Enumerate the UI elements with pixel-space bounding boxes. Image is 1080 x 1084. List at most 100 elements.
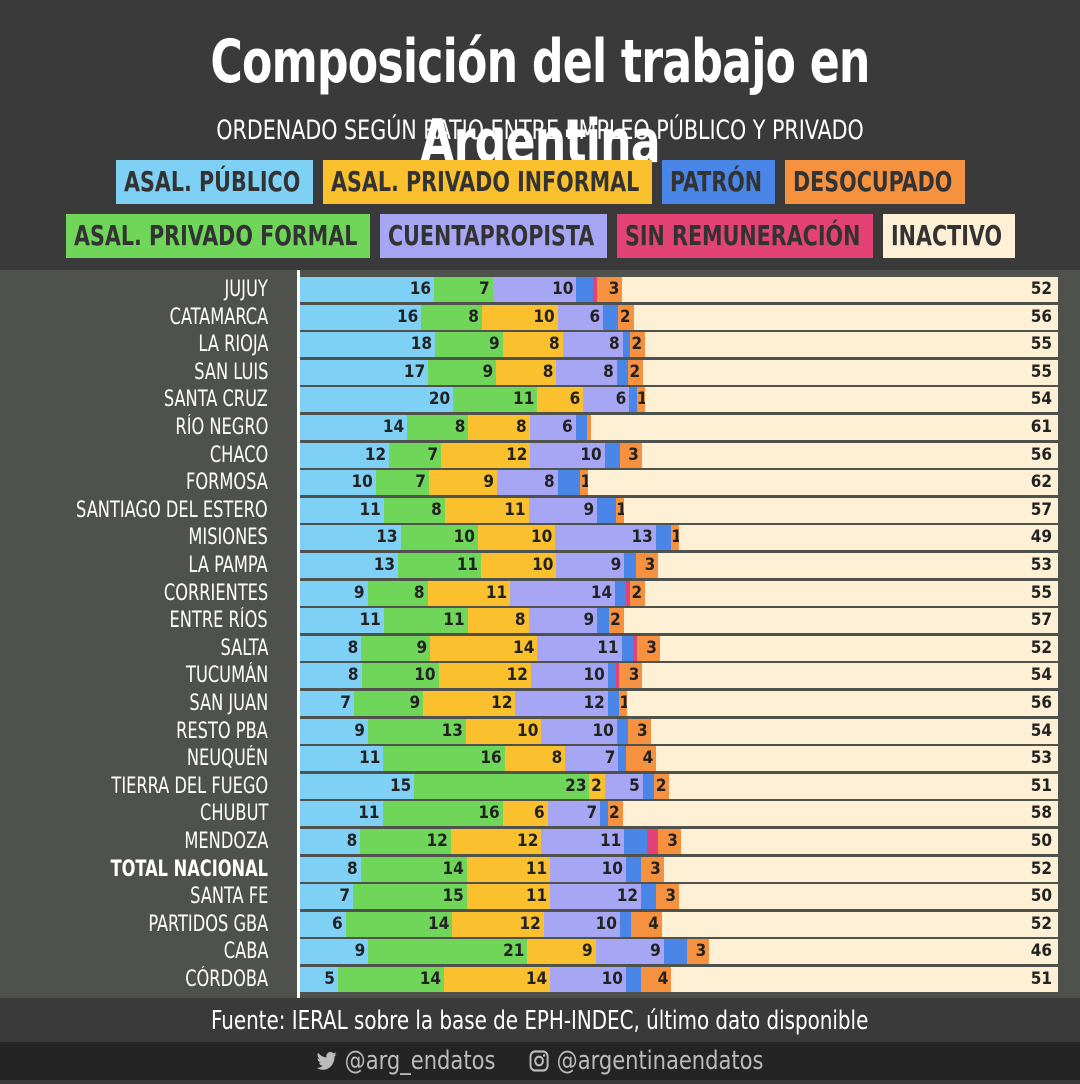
- data-label: 9: [583, 610, 595, 631]
- bar-segment: [300, 801, 383, 827]
- bar-segment: [481, 304, 558, 330]
- bar-segment: [300, 553, 399, 578]
- bar-segment: [300, 470, 376, 496]
- bar-segment: [663, 939, 687, 965]
- data-label: 52: [1030, 858, 1052, 879]
- row-label: PARTIDOS GBA: [0, 911, 268, 938]
- data-label: 57: [1030, 610, 1052, 631]
- bar-segment: [642, 773, 655, 799]
- row-label-text: SANTA CRUZ: [164, 387, 268, 413]
- bar-segment: [633, 635, 637, 661]
- bar-segment: [300, 746, 384, 772]
- bar-segment: [628, 718, 651, 744]
- data-label: 50: [1030, 831, 1052, 851]
- row-label: RÍO NEGRO: [0, 414, 268, 441]
- data-label: 3: [695, 941, 707, 962]
- bar-segment: [643, 359, 1058, 385]
- data-label: 11: [359, 748, 381, 769]
- twitter-link[interactable]: @arg_endatos: [316, 1042, 496, 1080]
- data-label: 53: [1030, 748, 1052, 769]
- row-label-text: RESTO PBA: [176, 718, 268, 744]
- row-label: SANTIAGO DEL ESTERO: [0, 497, 268, 524]
- bar-segment: [593, 277, 598, 302]
- data-label: 52: [1030, 637, 1052, 658]
- bar-segment: [452, 911, 544, 937]
- data-label: 52: [1030, 279, 1052, 299]
- row-label: CORRIENTES: [0, 580, 268, 607]
- row-label-text: FORMOSA: [186, 470, 268, 496]
- bar-segment: [589, 773, 605, 799]
- bar-segment: [300, 304, 422, 330]
- data-label: 55: [1030, 361, 1052, 382]
- row-label-text: SAN LUIS: [193, 359, 268, 385]
- bar-segment: [353, 884, 467, 910]
- bar-segment: [628, 359, 644, 385]
- bar-segment: [622, 277, 1058, 302]
- data-label: 14: [525, 969, 548, 989]
- data-label: 11: [600, 831, 622, 851]
- data-label: 10: [595, 913, 617, 934]
- bar-segment: [625, 746, 657, 772]
- data-label: 51: [1030, 775, 1052, 796]
- instagram-link[interactable]: @argentinaendatos: [528, 1042, 764, 1080]
- data-label: 7: [339, 886, 351, 907]
- bar-segment: [630, 332, 646, 358]
- bar-segment: [467, 608, 529, 634]
- bar-segment: [481, 553, 557, 578]
- bar-segment: [556, 553, 625, 578]
- row-label-text: MISIONES: [188, 525, 268, 551]
- bar-segment: [565, 746, 619, 772]
- row-label: SANTA CRUZ: [0, 386, 268, 413]
- bar-segment: [623, 497, 1058, 523]
- data-label: 8: [454, 417, 466, 437]
- bar-segment: [624, 553, 636, 578]
- bar-segment: [679, 884, 1058, 910]
- bar-segment: [603, 304, 619, 330]
- bar-segment: [550, 856, 626, 882]
- row-label-text: TUCUMÁN: [185, 663, 268, 689]
- bar-segment: [642, 663, 1058, 689]
- data-label: 20: [428, 389, 451, 410]
- row-label: RESTO PBA: [0, 718, 268, 745]
- data-label: 4: [648, 913, 659, 934]
- bar-segment: [468, 415, 530, 440]
- bar-segment: [654, 773, 670, 799]
- bar-segment: [686, 939, 710, 965]
- data-label: 56: [1030, 693, 1052, 713]
- data-label: 14: [442, 858, 464, 879]
- bar-segment: [679, 525, 1058, 551]
- bar-segment: [641, 884, 657, 910]
- data-label: 8: [542, 361, 554, 382]
- bar-segment: [557, 304, 604, 330]
- row-label: TOTAL NACIONAL: [0, 856, 268, 883]
- bar-segment: [353, 691, 424, 716]
- bar-segment: [547, 801, 601, 827]
- bar-segment: [550, 884, 642, 910]
- axis-line: [297, 270, 300, 998]
- bar-segment: [444, 967, 551, 992]
- bar-segment: [600, 801, 608, 827]
- bar-segment: [607, 801, 623, 827]
- bar-segment: [497, 470, 558, 496]
- data-label: 10: [533, 306, 555, 327]
- data-label: 11: [359, 610, 381, 631]
- bar-segment: [619, 691, 628, 716]
- row-label: LA RIOJA: [0, 331, 268, 358]
- bar-segment: [360, 829, 451, 854]
- data-label: 2: [655, 775, 667, 796]
- row-label: LA PAMPA: [0, 552, 268, 579]
- bar-segment: [625, 967, 642, 992]
- legend-row-1: ASAL. PÚBLICO ASAL. PRIVADO INFORMAL PATRÓ…: [0, 160, 1080, 204]
- data-label: 3: [628, 665, 640, 686]
- data-label: 61: [1030, 417, 1052, 437]
- data-label: 11: [456, 555, 478, 575]
- bar-segment: [607, 663, 616, 689]
- data-label: 8: [516, 417, 527, 437]
- data-label: 7: [415, 472, 426, 493]
- data-label: 17: [403, 361, 426, 382]
- data-label: 12: [506, 665, 528, 686]
- data-label: 8: [514, 610, 526, 631]
- bar-segment: [616, 718, 629, 744]
- row-label: CHUBUT: [0, 800, 268, 827]
- data-label: 3: [665, 886, 676, 907]
